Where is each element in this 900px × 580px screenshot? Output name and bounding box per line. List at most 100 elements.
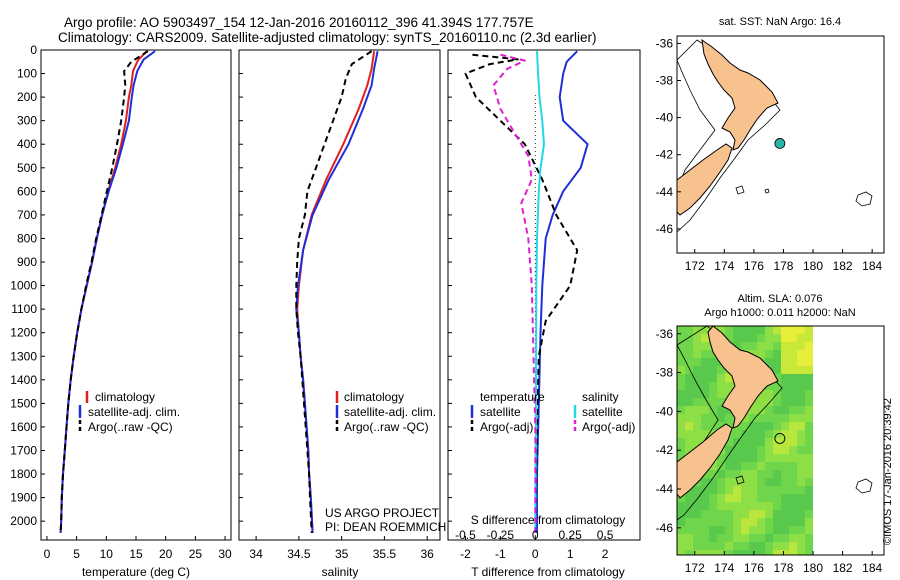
sla-cell (709, 470, 717, 478)
legend-label-t-satellite: satellite (480, 405, 521, 419)
sla-cell (805, 502, 813, 510)
sla-cell (789, 398, 797, 406)
sla-cell (693, 494, 701, 502)
s-difference-tick-label: -0.25 (487, 528, 515, 542)
sla-cell (805, 446, 813, 454)
depth-tick-label: 1000 (10, 279, 37, 293)
sla-cell (757, 518, 765, 526)
series-line-argo-raw-qc (295, 50, 373, 533)
sla-cell (725, 382, 733, 390)
sla-cell (797, 422, 805, 430)
sla-cell (789, 438, 797, 446)
sst-map-axes: 172 174 176 178 180 182 184 -36 -38 -40 -42 -44 -46 (656, 36, 883, 273)
sla-cell (789, 374, 797, 382)
sla-cell (741, 422, 749, 430)
sla-cell (725, 510, 733, 518)
sla-cell (797, 414, 805, 422)
sla-cell (749, 430, 757, 438)
sla-cell (805, 526, 813, 534)
sla-cell (677, 430, 685, 438)
sla-cell (765, 326, 773, 334)
sla-cell (677, 390, 685, 398)
sla-cell (757, 430, 765, 438)
sla-cell (685, 398, 693, 406)
salinity-xlabel: salinity (322, 565, 359, 579)
sla-cell (717, 526, 725, 534)
sla-cell (685, 542, 693, 550)
difference-axes-box (447, 49, 641, 541)
sla-cell (733, 470, 741, 478)
sla-cell (725, 534, 733, 542)
pi-annotation: PI: DEAN ROEMMICH (325, 520, 446, 534)
sla-cell (693, 390, 701, 398)
sla-cell (773, 534, 781, 542)
sla-cell (709, 350, 717, 358)
sla-cell (709, 382, 717, 390)
sla-cell (789, 382, 797, 390)
lat-tick-label: -36 (656, 327, 674, 341)
sla-cell (805, 374, 813, 382)
sla-cell (797, 406, 805, 414)
sla-cell (725, 334, 733, 342)
sla-cell (781, 470, 789, 478)
legend-label-satellite: satellite-adj. clim. (88, 405, 180, 419)
sla-cell (757, 446, 765, 454)
sla-cell (789, 470, 797, 478)
sla-cell (757, 398, 765, 406)
sla-cell (789, 422, 797, 430)
temperature-xlabel: temperature (deg C) (82, 565, 190, 579)
sla-cell (805, 550, 813, 555)
depth-tick-label: 400 (17, 137, 37, 151)
sla-cell (797, 446, 805, 454)
sla-cell (757, 534, 765, 542)
depth-tick-label: 1100 (11, 302, 37, 316)
sla-cell (709, 462, 717, 470)
sla-cell (781, 398, 789, 406)
sla-cell (757, 422, 765, 430)
sla-cell (693, 534, 701, 542)
sla-cell (781, 390, 789, 398)
sla-cell (797, 390, 805, 398)
sla-cell (677, 518, 685, 526)
temperature-panel: 0100200300400500600700800900100011001200… (10, 43, 452, 579)
s-difference-tick-label: -0.5 (455, 528, 476, 542)
sla-cell (685, 334, 693, 342)
sla-map-title-line1: Altim. SLA: 0.076 (738, 293, 823, 305)
lon-tick-label: 176 (744, 561, 764, 575)
sla-map-frame (676, 325, 885, 556)
sla-cell (773, 526, 781, 534)
legend-label-t-argo: Argo(-adj) (480, 420, 533, 434)
sla-cell (725, 454, 733, 462)
sla-cell (677, 550, 685, 555)
depth-tick-label: 1600 (10, 420, 37, 434)
lon-tick-label: 180 (803, 259, 823, 273)
sla-cell (781, 366, 789, 374)
sla-cell (741, 486, 749, 494)
sla-cell (709, 542, 717, 550)
sla-cell (717, 454, 725, 462)
sla-cell (749, 478, 757, 486)
sla-cell (765, 342, 773, 350)
legend-title-salinity: salinity (582, 390, 619, 404)
sla-cell (677, 414, 685, 422)
sla-cell (797, 382, 805, 390)
sla-cell (709, 374, 717, 382)
depth-tick-label: 700 (17, 208, 37, 222)
x-tick-label: -1 (495, 547, 506, 561)
series-line-argo-raw-qc (59, 50, 149, 533)
sla-cell (725, 446, 733, 454)
depth-tick-label: 1800 (10, 467, 37, 481)
imos-credit: ©IMOS 17-Jan-2016 20:39:42 (882, 398, 894, 545)
depth-tick-label: 1400 (10, 373, 37, 387)
sla-cell (773, 550, 781, 555)
sla-cell (693, 422, 701, 430)
lat-tick-label: -40 (656, 111, 674, 125)
sla-cell (741, 550, 749, 555)
sla-cell (693, 382, 701, 390)
sla-cell (701, 406, 709, 414)
sla-cell (765, 510, 773, 518)
sla-cell (781, 486, 789, 494)
sla-cell (765, 406, 773, 414)
sla-cell (765, 542, 773, 550)
sla-cell (741, 470, 749, 478)
